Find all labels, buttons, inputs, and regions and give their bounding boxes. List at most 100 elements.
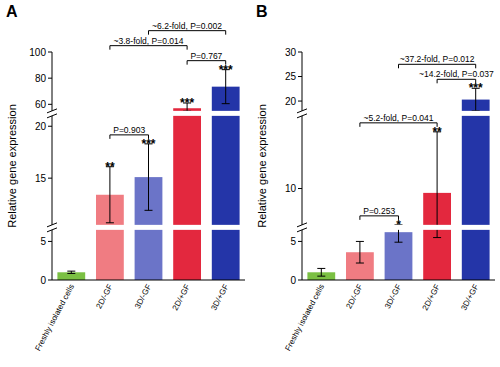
error-bar xyxy=(433,132,441,238)
y-tick xyxy=(48,280,52,281)
comparison-label: ~6.2-fold, P=0.002 xyxy=(152,21,222,31)
significance: ** xyxy=(432,125,442,139)
comparison-label: P=0.767 xyxy=(190,51,222,61)
comparison-label: P=0.903 xyxy=(113,125,145,135)
error-stem xyxy=(359,241,360,263)
y-tick-label: 0 xyxy=(290,275,296,286)
x-tick-label: 2D/+GF xyxy=(421,283,442,312)
significance: *** xyxy=(469,81,483,95)
y-tick xyxy=(298,76,302,77)
bar xyxy=(462,100,490,280)
y-tick-label: 30 xyxy=(285,47,297,58)
error-bar xyxy=(356,241,364,263)
error-stem xyxy=(437,132,438,238)
comparison-bracket xyxy=(360,216,399,220)
x-tick-label: Freshly isolated cells xyxy=(283,283,326,353)
error-stem xyxy=(148,144,149,210)
comparison-bracket xyxy=(187,61,226,65)
comparison-label: ~5.2-fold, P=0.041 xyxy=(364,113,434,123)
y-tick xyxy=(298,101,302,102)
x-tick-label: Freshly isolated cells xyxy=(33,283,76,353)
y-tick xyxy=(48,178,52,179)
comparison-bracket xyxy=(110,135,149,139)
error-cap xyxy=(356,263,364,264)
panel: ARelative gene expression***********0515… xyxy=(6,3,245,352)
comparison-bracket xyxy=(110,46,187,50)
panel-title: B xyxy=(256,3,268,20)
axis-break xyxy=(296,225,495,230)
error-bar xyxy=(145,144,153,210)
error-cap xyxy=(67,273,75,274)
axis-break xyxy=(46,225,245,230)
bar xyxy=(57,272,85,280)
y-tick xyxy=(48,78,52,79)
error-bar xyxy=(67,271,75,273)
y-tick-label: 15 xyxy=(35,173,47,184)
comparison-bracket xyxy=(149,31,226,35)
error-cap xyxy=(317,268,325,269)
comparison-label: ~14.2-fold, P=0.037 xyxy=(419,69,494,79)
x-tick-label: 2D/-GF xyxy=(344,283,364,310)
error-cap xyxy=(433,237,441,238)
y-axis-line xyxy=(52,116,53,225)
chart: ARelative gene expression***********0515… xyxy=(0,0,500,367)
comparison-bracket xyxy=(399,64,476,68)
significance: *** xyxy=(141,137,155,151)
error-cap xyxy=(145,210,153,211)
error-stem xyxy=(321,268,322,276)
y-tick xyxy=(48,126,52,127)
y-tick xyxy=(298,52,302,53)
comparison-bracket xyxy=(437,79,476,83)
y-tick-label: 20 xyxy=(35,121,47,132)
error-bar xyxy=(106,167,114,223)
bar xyxy=(173,108,201,280)
x-tick-label: 3D/-GF xyxy=(383,283,403,310)
comparison-bracket xyxy=(360,123,437,127)
y-axis-label: Relative gene expression xyxy=(256,104,268,228)
y-tick xyxy=(298,280,302,281)
y-axis-line xyxy=(52,230,53,280)
panel: BRelative gene expression******051020253… xyxy=(256,3,495,352)
significance: *** xyxy=(219,63,233,77)
y-tick-label: 5 xyxy=(40,236,46,247)
y-tick xyxy=(298,241,302,242)
comparison-label: P=0.253 xyxy=(363,206,395,216)
error-cap xyxy=(317,276,325,277)
y-tick xyxy=(48,104,52,105)
y-tick-label: 20 xyxy=(285,96,297,107)
significance: ** xyxy=(105,160,115,174)
axis-break xyxy=(46,111,245,116)
y-tick-label: 10 xyxy=(285,183,297,194)
error-cap xyxy=(222,103,230,104)
y-axis-line xyxy=(302,52,303,111)
y-tick-label: 25 xyxy=(285,71,297,82)
x-tick-label: 2D/-GF xyxy=(94,283,114,310)
error-stem xyxy=(109,167,110,223)
y-tick xyxy=(48,52,52,53)
x-axis-line xyxy=(52,280,245,281)
y-axis-line xyxy=(52,52,53,111)
significance: *** xyxy=(180,96,194,110)
x-tick-label: 3D/-GF xyxy=(133,283,153,310)
error-cap xyxy=(395,242,403,243)
error-cap xyxy=(67,271,75,272)
x-tick-label: 3D/+GF xyxy=(459,283,480,312)
plot-area xyxy=(57,70,239,280)
y-axis-label: Relative gene expression xyxy=(6,104,18,228)
y-tick-label: 100 xyxy=(29,47,46,58)
error-cap xyxy=(356,241,364,242)
plot-area xyxy=(307,88,489,280)
comparison-label: ~3.8-fold, P=0.014 xyxy=(114,36,184,46)
y-tick-label: 60 xyxy=(35,99,47,110)
error-cap xyxy=(106,222,114,223)
error-bar xyxy=(317,268,325,276)
y-axis-line xyxy=(302,116,303,225)
y-tick xyxy=(298,188,302,189)
x-tick-label: 2D/+GF xyxy=(171,283,192,312)
y-tick-label: 5 xyxy=(290,236,296,247)
y-tick-label: 80 xyxy=(35,73,47,84)
y-axis-line xyxy=(302,230,303,280)
y-tick xyxy=(48,241,52,242)
panel-title: A xyxy=(6,3,18,20)
y-tick-label: 0 xyxy=(40,275,46,286)
